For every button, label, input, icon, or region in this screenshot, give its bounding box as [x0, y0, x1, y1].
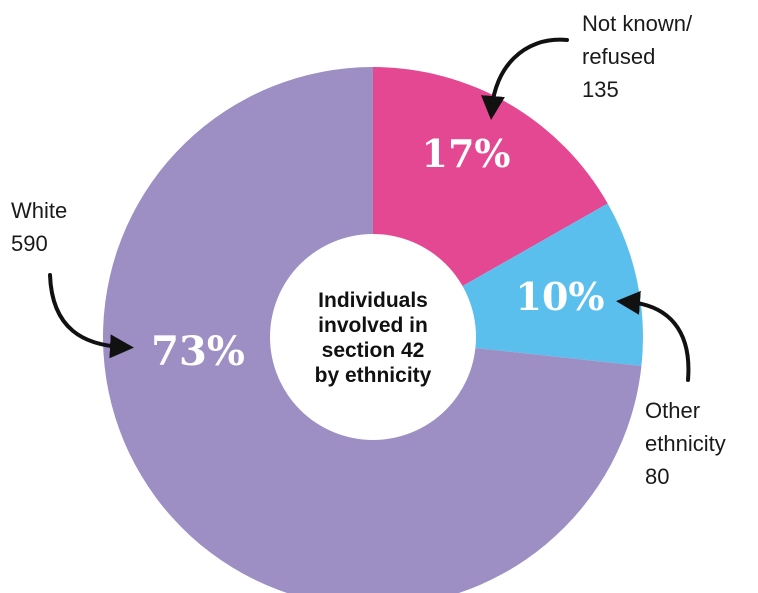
center-label-line-3: section 42 [322, 339, 425, 362]
label-not-known-line-2: refused [582, 44, 655, 69]
label-white-line-1: White [11, 198, 67, 223]
label-not-known-value: 135 [582, 77, 619, 102]
label-other-value: 80 [645, 464, 669, 489]
center-label-line-4: by ethnicity [315, 364, 432, 387]
slice-percent-not-known: 17% [422, 131, 511, 176]
center-hole [270, 234, 476, 440]
label-other-line-1: Other [645, 398, 700, 423]
label-other-line-2: ethnicity [645, 431, 726, 456]
center-label-line-2: involved in [318, 314, 428, 337]
arrow-not-known [480, 37, 569, 120]
arrow-other [616, 290, 691, 382]
arrow-white [48, 273, 134, 359]
slice-percent-other: 10% [516, 274, 605, 319]
label-white-value: 590 [11, 231, 48, 256]
center-label-line-1: Individuals [318, 289, 428, 312]
label-not-known-line-1: Not known/ [582, 11, 693, 36]
slice-percent-white: 73% [151, 328, 245, 375]
